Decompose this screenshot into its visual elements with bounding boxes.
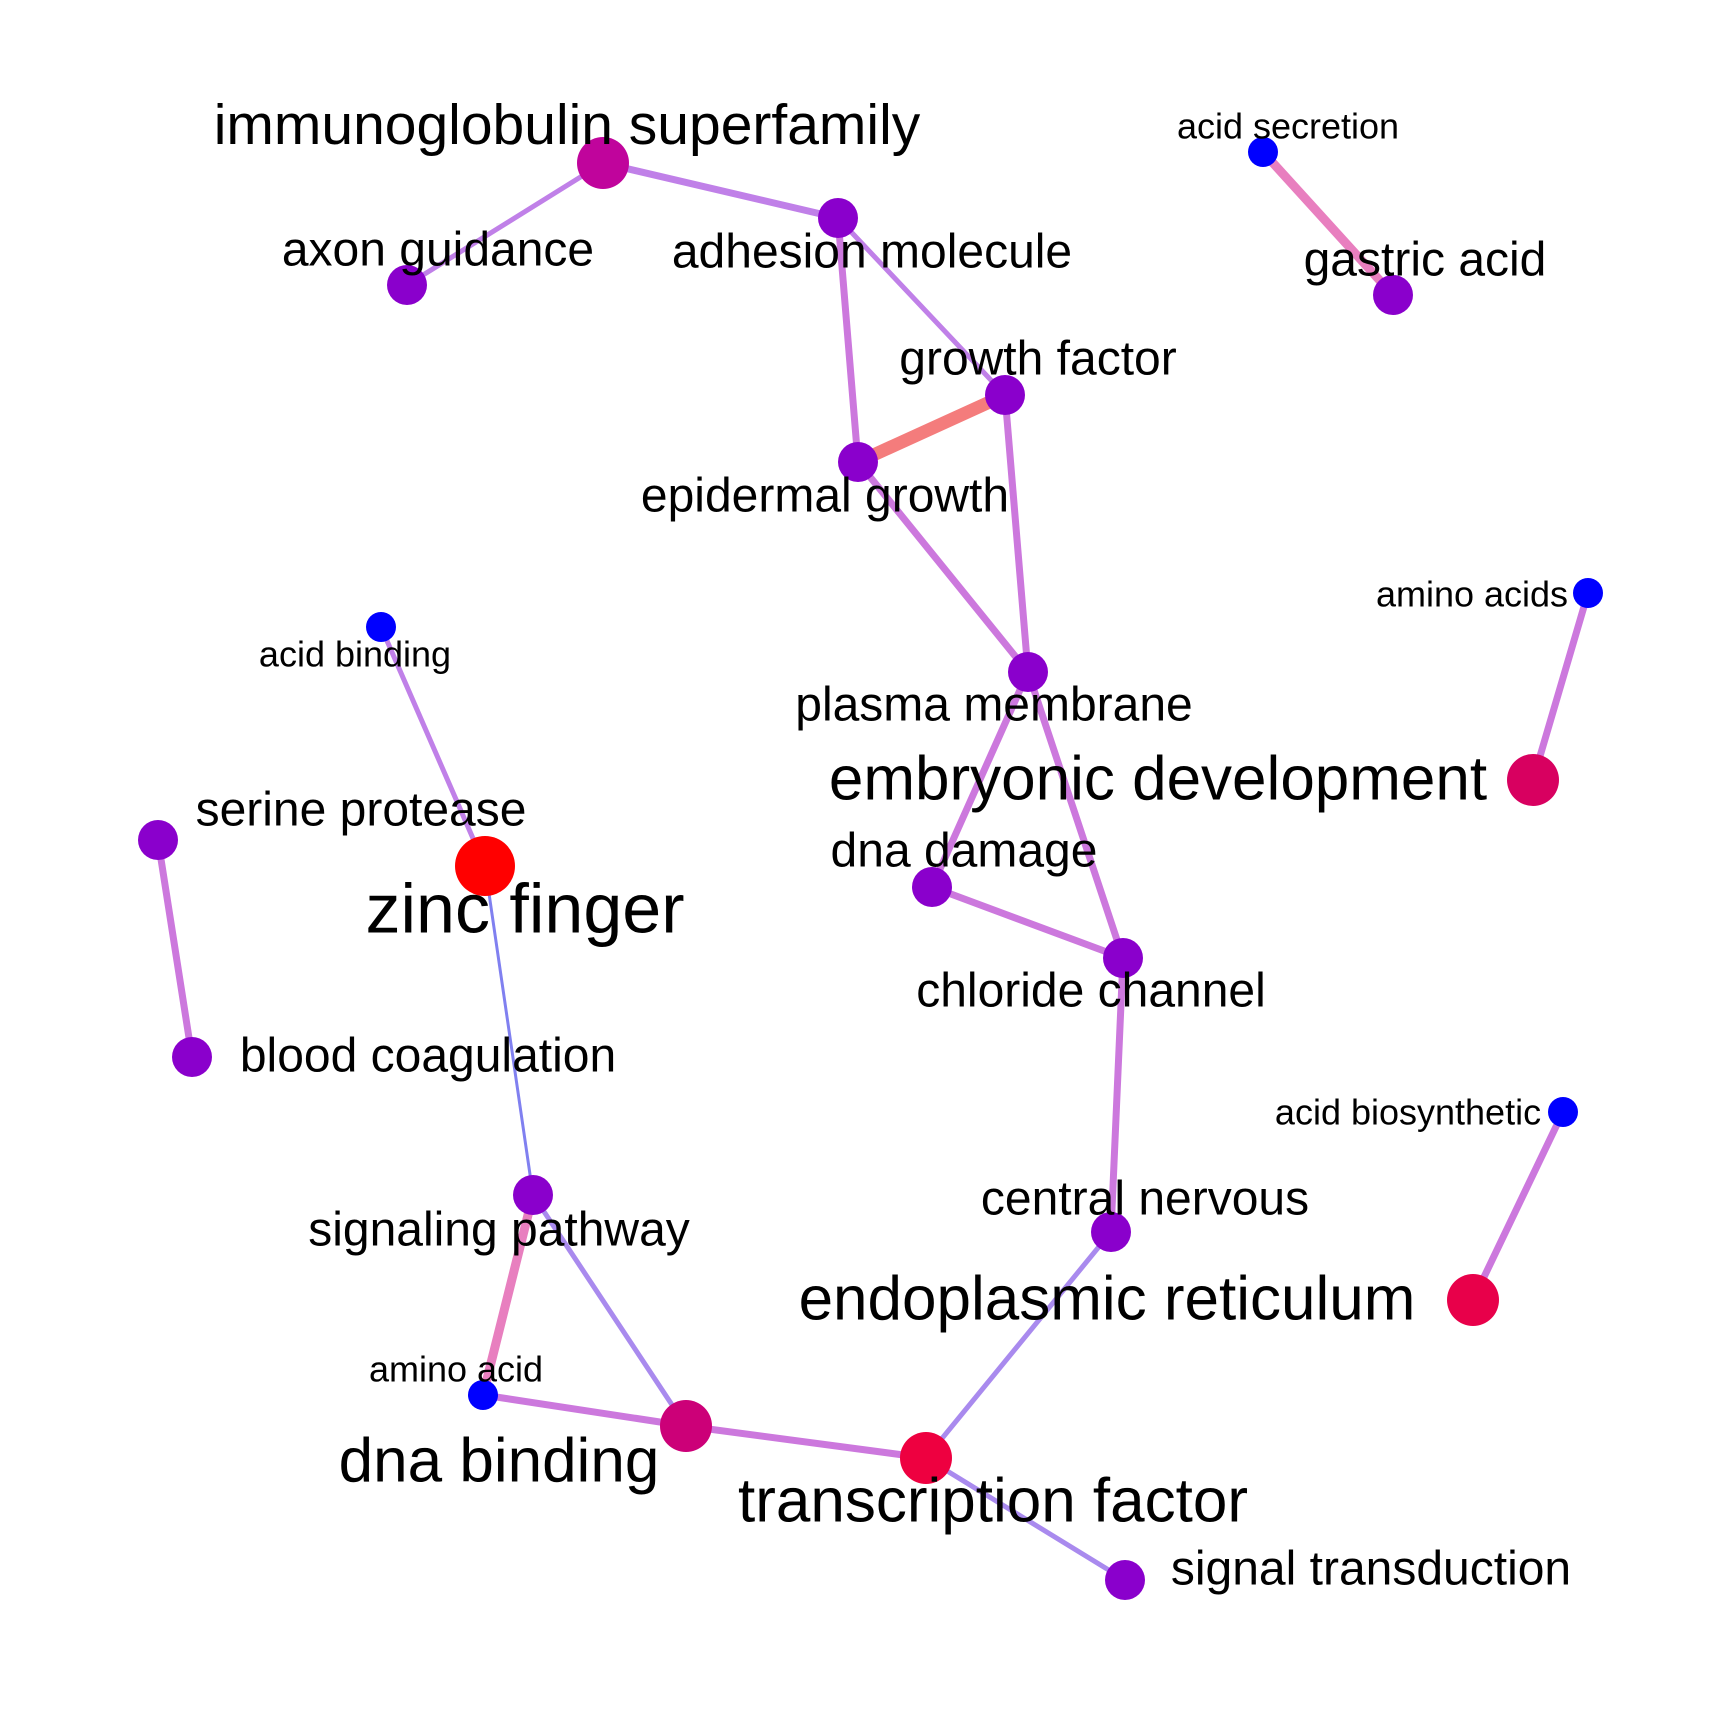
node-acid-biosynthetic[interactable] [1548, 1097, 1578, 1127]
node-label-blood-coagulation: blood coagulation [240, 1030, 616, 1083]
node-signaling-pathway[interactable] [513, 1175, 553, 1215]
node-central-nervous[interactable] [1091, 1212, 1131, 1252]
edge-immunoglobulin-superfamily-axon-guidance [404, 160, 606, 288]
node-label-adhesion-molecule: adhesion molecule [672, 226, 1072, 279]
edge-amino-acids-embryonic-development [1529, 589, 1592, 784]
node-embryonic-development[interactable] [1507, 754, 1559, 806]
edge-adhesion-molecule-growth-factor [835, 215, 1008, 398]
edge-acid-binding-zinc-finger [378, 624, 488, 869]
edge-growth-factor-epidermal-growth [851, 388, 1012, 469]
node-layer [138, 137, 1603, 1600]
node-signal-transduction[interactable] [1105, 1560, 1145, 1600]
edge-immunoglobulin-superfamily-adhesion-molecule [599, 159, 842, 222]
node-label-acid-biosynthetic: acid biosynthetic [1275, 1092, 1541, 1133]
edge-chloride-channel-central-nervous [1107, 954, 1127, 1236]
node-chloride-channel[interactable] [1103, 938, 1143, 978]
edge-layer [154, 147, 1592, 1583]
node-growth-factor[interactable] [985, 375, 1025, 415]
node-amino-acids[interactable] [1573, 578, 1603, 608]
node-transcription-factor[interactable] [900, 1432, 952, 1484]
node-label-amino-acid: amino acid [369, 1349, 543, 1390]
node-acid-secretion[interactable] [1248, 137, 1278, 167]
node-immunoglobulin-superfamily[interactable] [577, 137, 629, 189]
node-label-chloride-channel: chloride channel [916, 965, 1266, 1018]
node-serine-protease[interactable] [138, 820, 178, 860]
edge-acid-biosynthetic-endoplasmic-reticulum [1469, 1108, 1567, 1304]
node-blood-coagulation[interactable] [172, 1037, 212, 1077]
node-endoplasmic-reticulum[interactable] [1447, 1274, 1499, 1326]
edge-growth-factor-plasma-membrane [1001, 391, 1032, 676]
edge-adhesion-molecule-epidermal-growth [834, 214, 862, 466]
edge-zinc-finger-signaling-pathway [483, 864, 535, 1197]
node-plasma-membrane[interactable] [1008, 652, 1048, 692]
node-acid-binding[interactable] [366, 612, 396, 642]
node-label-amino-acids: amino acids [1376, 574, 1568, 615]
node-label-plasma-membrane: plasma membrane [795, 679, 1193, 732]
node-label-gastric-acid: gastric acid [1304, 234, 1547, 287]
edge-transcription-factor-signal-transduction [923, 1455, 1128, 1583]
node-gastric-acid[interactable] [1373, 275, 1413, 315]
node-label-dna-damage: dna damage [831, 825, 1098, 878]
node-label-epidermal-growth: epidermal growth [641, 470, 1009, 523]
edge-dna-damage-chloride-channel [928, 883, 1127, 962]
node-dna-binding[interactable] [660, 1400, 712, 1452]
edge-serine-protease-blood-coagulation [154, 836, 196, 1061]
node-label-transcription-factor: transcription factor [738, 1466, 1248, 1535]
node-label-signaling-pathway: signaling pathway [308, 1204, 690, 1257]
node-adhesion-molecule[interactable] [818, 198, 858, 238]
edge-epidermal-growth-plasma-membrane [854, 458, 1032, 676]
node-label-axon-guidance: axon guidance [282, 224, 594, 277]
node-label-zinc-finger: zinc finger [365, 869, 684, 947]
edge-signaling-pathway-dna-binding [530, 1192, 689, 1429]
node-label-immunoglobulin-superfamily: immunoglobulin superfamily [214, 93, 921, 157]
node-amino-acid[interactable] [468, 1380, 498, 1410]
label-layer: immunoglobulin superfamily axon guidance a… [196, 93, 1572, 1596]
edge-plasma-membrane-dna-damage [928, 668, 1032, 891]
node-label-growth-factor: growth factor [899, 333, 1176, 386]
node-label-embryonic-development: embryonic development [829, 744, 1487, 813]
edge-acid-secretion-gastric-acid [1258, 147, 1398, 300]
node-label-acid-binding: acid binding [259, 634, 451, 675]
node-axon-guidance[interactable] [387, 265, 427, 305]
node-label-signal-transduction: signal transduction [1171, 1543, 1571, 1596]
edge-dna-binding-transcription-factor [682, 1422, 930, 1462]
node-label-dna-binding: dna binding [339, 1426, 660, 1495]
edge-plasma-membrane-chloride-channel [1024, 668, 1127, 962]
edge-signaling-pathway-amino-acid [478, 1190, 538, 1400]
node-label-central-nervous: central nervous [981, 1173, 1309, 1226]
edge-amino-acid-dna-binding [479, 1391, 690, 1430]
node-zinc-finger[interactable] [455, 836, 515, 896]
node-label-acid-secretion: acid secretion [1177, 106, 1399, 147]
edge-central-nervous-transcription-factor [923, 1229, 1114, 1461]
node-label-serine-protease: serine protease [196, 784, 527, 837]
node-dna-damage[interactable] [912, 867, 952, 907]
node-epidermal-growth[interactable] [838, 442, 878, 482]
node-label-endoplasmic-reticulum: endoplasmic reticulum [799, 1264, 1416, 1333]
